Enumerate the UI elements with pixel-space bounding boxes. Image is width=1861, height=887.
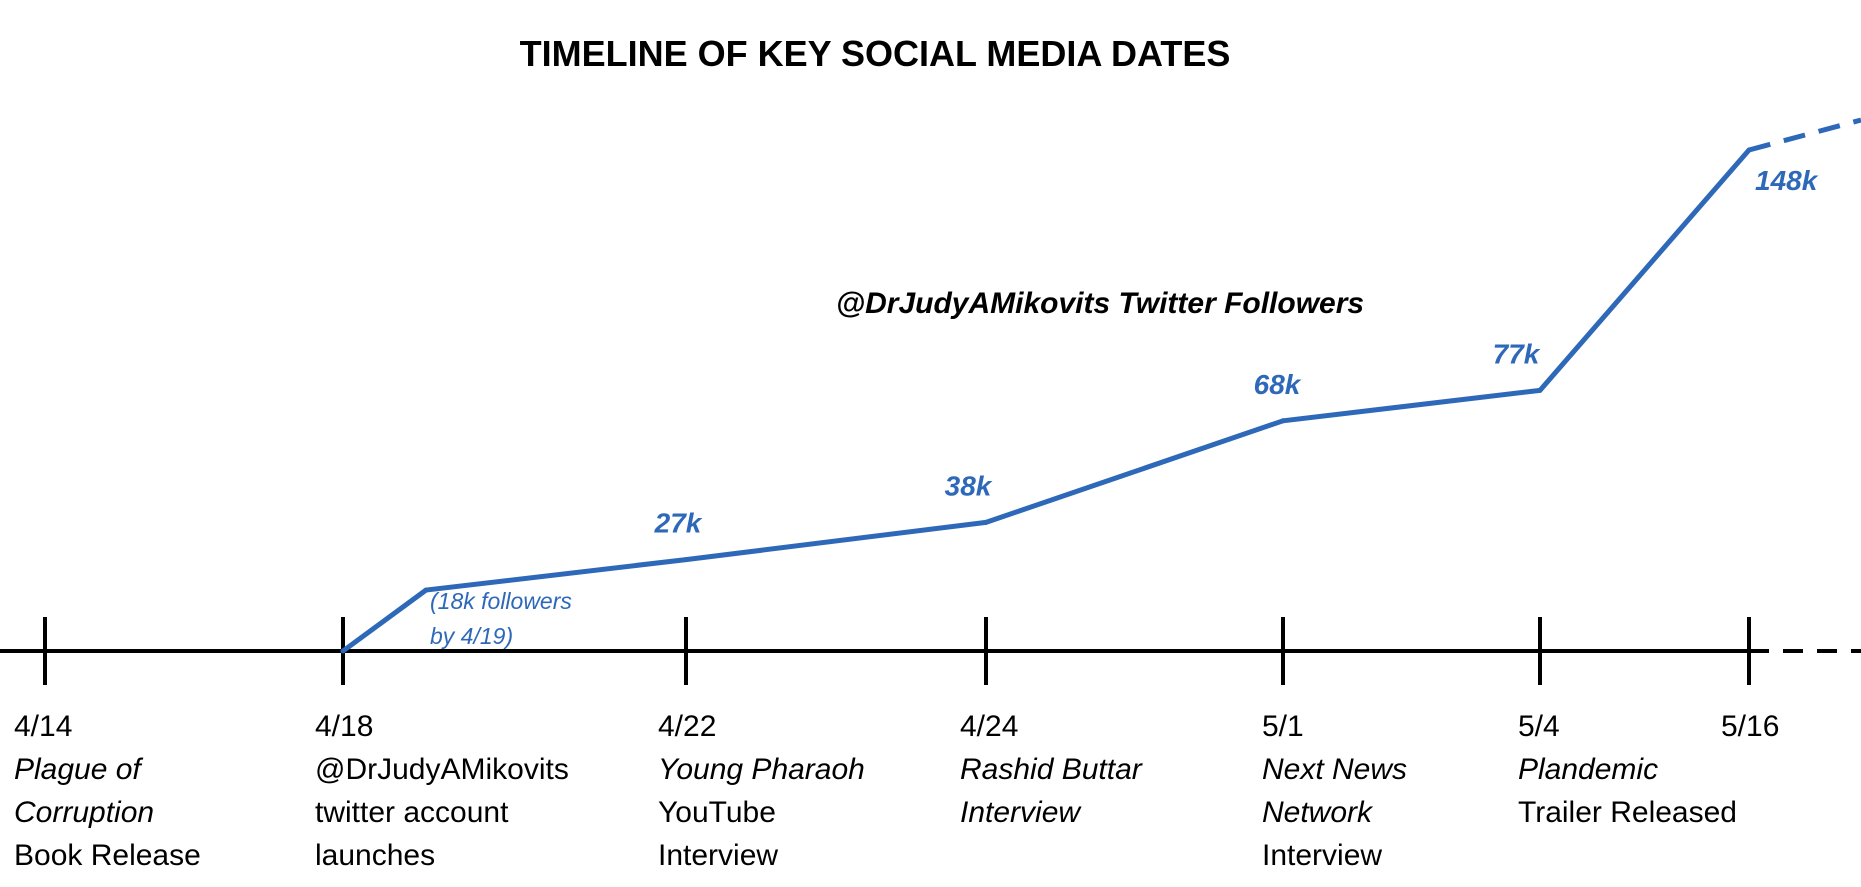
- data-point: [340, 648, 346, 654]
- value-label: 148k: [1755, 165, 1819, 196]
- chart-title: TIMELINE OF KEY SOCIAL MEDIA DATES: [520, 33, 1231, 74]
- timeline-event-text: Interview: [960, 796, 1082, 829]
- data-point: [983, 519, 989, 525]
- series-label: @DrJudyAMikovits Twitter Followers: [836, 287, 1364, 320]
- timeline-events: 4/14 Plague of Corruption Book Release 4/18 @…: [14, 710, 1779, 872]
- timeline-event-text: launches: [315, 839, 435, 872]
- timeline-date: 5/16: [1721, 710, 1779, 743]
- value-label: 68k: [1254, 369, 1302, 400]
- value-label: 38k: [945, 470, 993, 501]
- timeline-date: 4/22: [658, 710, 716, 743]
- timeline-event-text: Book Release: [14, 839, 201, 872]
- series-line: [341, 148, 1751, 654]
- data-point: [1280, 418, 1286, 424]
- timeline-axis: [0, 617, 1861, 685]
- timeline-event-text: Interview: [658, 839, 778, 872]
- timeline-event-text: Next News: [1262, 753, 1407, 786]
- annotation-note: (18k followers by 4/19): [430, 588, 572, 649]
- data-point: [1537, 387, 1543, 393]
- timeline-event-text: Interview: [1262, 839, 1382, 872]
- timeline-event-text: Rashid Buttar: [960, 753, 1143, 786]
- timeline-date: 5/1: [1262, 710, 1304, 743]
- value-labels: 27k 38k 68k 77k 148k (18k followers by 4/19): [430, 165, 1819, 649]
- timeline-event-text: Plandemic: [1518, 753, 1658, 786]
- timeline-event-text: Young Pharaoh: [658, 753, 865, 786]
- annotation-line: by 4/19): [430, 623, 513, 649]
- timeline-date: 4/18: [315, 710, 373, 743]
- timeline-event-text: YouTube: [658, 796, 776, 829]
- timeline-event-text: Plague of: [14, 753, 143, 786]
- timeline-event-text: @DrJudyAMikovits: [315, 753, 569, 786]
- follower-line: [340, 117, 1861, 654]
- timeline-date: 4/14: [14, 710, 72, 743]
- data-point: [683, 557, 689, 563]
- annotation-line: (18k followers: [430, 588, 572, 614]
- timeline-date: 4/24: [960, 710, 1018, 743]
- timeline-event-text: Network: [1262, 796, 1374, 829]
- series-continuation: [1748, 117, 1861, 153]
- value-label: 27k: [654, 508, 703, 539]
- data-point: [423, 587, 429, 593]
- timeline-event-text: twitter account: [315, 796, 509, 829]
- timeline-date: 5/4: [1518, 710, 1560, 743]
- value-label: 77k: [1493, 338, 1541, 369]
- timeline-event-text: Trailer Released: [1518, 796, 1737, 829]
- timeline-event-text: Corruption: [14, 796, 154, 829]
